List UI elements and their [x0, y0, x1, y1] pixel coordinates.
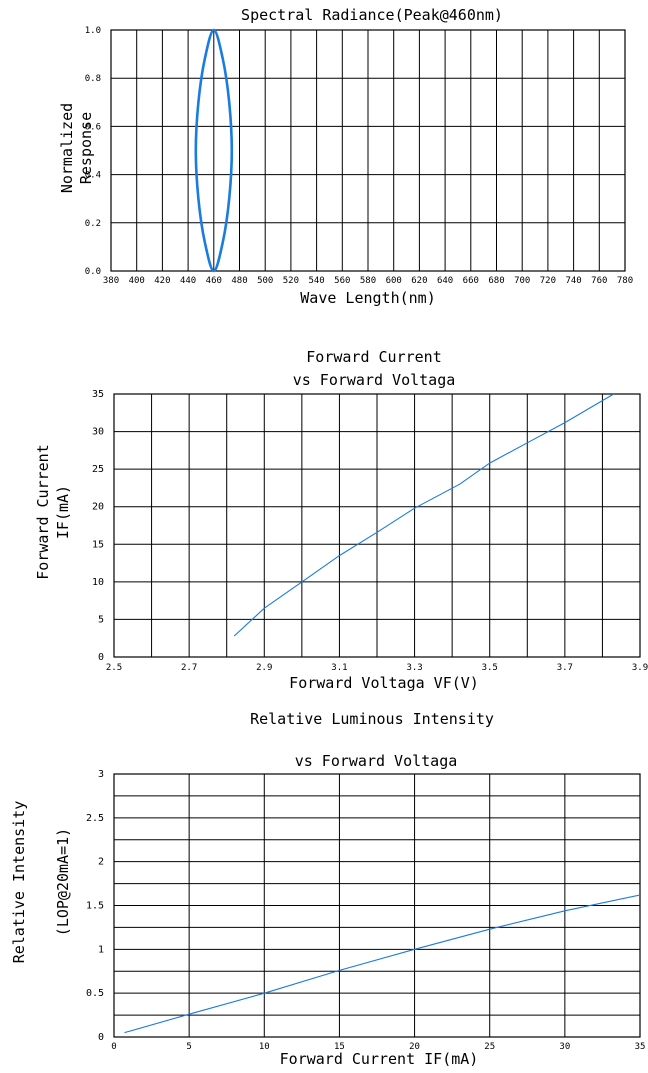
x-ticks: 0 5 10 15 20 25 30 35 [111, 1042, 645, 1052]
y-tick-label: 10 [92, 577, 104, 588]
x-tick-label: 2.5 [106, 663, 122, 673]
y-tick-label: 0 [98, 1032, 104, 1043]
y-tick-label: 0.2 [85, 219, 101, 229]
y-tick-label: 25 [92, 464, 104, 475]
x-tick-label: 680 [488, 276, 504, 286]
grid [113, 393, 641, 658]
x-tick-label: 35 [635, 1042, 646, 1052]
x-tick-label: 720 [540, 276, 556, 286]
x-tick-label: 660 [463, 276, 479, 286]
y-tick-label: 0.0 [85, 267, 101, 277]
y-axis-label-line1: Forward Current [34, 444, 52, 579]
x-axis-label: Forward Voltaga VF(V) [289, 674, 479, 692]
x-tick-label: 500 [257, 276, 273, 286]
x-tick-label: 640 [437, 276, 453, 286]
x-tick-label: 600 [386, 276, 402, 286]
x-tick-label: 700 [514, 276, 530, 286]
y-tick-label: 30 [92, 427, 104, 438]
x-tick-label: 3.7 [557, 663, 573, 673]
x-tick-label: 400 [129, 276, 145, 286]
y-tick-label: 1 [98, 944, 104, 955]
x-tick-label: 30 [559, 1042, 570, 1052]
x-tick-label: 0 [111, 1042, 116, 1052]
y-axis-label-line2: IF(mA) [54, 485, 72, 539]
x-tick-label: 580 [360, 276, 376, 286]
x-tick-label: 480 [231, 276, 247, 286]
grid [113, 773, 641, 1038]
chart-title-line1: Forward Current [306, 348, 441, 366]
x-tick-label: 780 [617, 276, 633, 286]
y-tick-label: 1.5 [86, 901, 104, 912]
x-axis-label: Forward Current IF(mA) [280, 1050, 479, 1068]
forward-current-chart: Forward Current vs Forward Voltaga Forwa… [34, 348, 648, 692]
x-tick-label: 620 [411, 276, 427, 286]
y-tick-label: 0 [98, 652, 104, 663]
x-tick-label: 3.3 [406, 663, 422, 673]
plot-frame [113, 393, 641, 658]
y-tick-label: 2.5 [86, 813, 104, 824]
x-tick-label: 25 [484, 1042, 495, 1052]
x-tick-label: 20 [409, 1042, 420, 1052]
x-tick-label: 15 [334, 1042, 345, 1052]
plot-frame [113, 773, 641, 1038]
y-tick-label: 0.6 [85, 122, 101, 132]
x-tick-label: 540 [308, 276, 324, 286]
chart-title: Spectral Radiance(Peak@460nm) [241, 6, 503, 24]
y-tick-label: 1.0 [85, 26, 101, 36]
x-tick-label: 2.9 [256, 663, 272, 673]
chart-title-line1: Relative Luminous Intensity [250, 710, 494, 728]
series-line [233, 393, 614, 637]
x-ticks: 2.5 2.7 2.9 3.1 3.3 3.5 3.7 3.9 [106, 663, 648, 673]
x-tick-label: 460 [206, 276, 222, 286]
y-tick-label: 2 [98, 857, 104, 868]
spectral-radiance-chart: Spectral Radiance(Peak@460nm) Normalized… [58, 6, 633, 307]
x-tick-label: 3.9 [632, 663, 648, 673]
y-tick-label: 5 [98, 614, 104, 625]
y-tick-label: 15 [92, 539, 104, 550]
chart-title-line2: vs Forward Voltaga [293, 371, 456, 389]
y-tick-label: 20 [92, 502, 104, 513]
x-tick-label: 420 [154, 276, 170, 286]
y-tick-label: 35 [92, 389, 104, 400]
y-axis-label-line2: (LOP@20mA=1) [54, 828, 72, 936]
y-axis-label-line1: Normalized [58, 103, 76, 193]
x-tick-label: 740 [565, 276, 581, 286]
x-tick-label: 760 [591, 276, 607, 286]
x-tick-label: 380 [103, 276, 119, 286]
x-ticks: 380 400 420 440 460 480 500 520 540 560 580 600 620 6… [103, 276, 633, 286]
x-tick-label: 3.1 [331, 663, 347, 673]
y-axis-label-line2: Response [77, 112, 95, 184]
y-tick-label: 3 [98, 769, 104, 780]
y-tick-label: 0.4 [85, 171, 101, 181]
y-axis-label-line1: Relative Intensity [10, 801, 28, 964]
y-ticks: 0 5 10 15 20 25 30 35 [92, 389, 104, 663]
relative-intensity-chart: Relative Luminous Intensity vs Forward V… [10, 710, 645, 1068]
chart-title-line2: vs Forward Voltaga [295, 752, 458, 770]
grid [110, 29, 626, 272]
x-tick-label: 520 [283, 276, 299, 286]
series-line [124, 894, 641, 1034]
y-tick-label: 0.5 [86, 988, 104, 999]
x-tick-label: 2.7 [181, 663, 197, 673]
x-tick-label: 10 [259, 1042, 270, 1052]
plot-area [194, 28, 234, 273]
x-tick-label: 3.5 [482, 663, 498, 673]
y-tick-label: 0.8 [85, 74, 101, 84]
x-tick-label: 5 [186, 1042, 191, 1052]
y-ticks: 0.0 0.2 0.4 0.6 0.8 1.0 [85, 26, 101, 277]
x-tick-label: 560 [334, 276, 350, 286]
plot-frame [110, 29, 626, 272]
series-curve [194, 28, 234, 273]
x-axis-label: Wave Length(nm) [300, 289, 435, 307]
plot-area [233, 393, 614, 637]
y-ticks: 0 0.5 1 1.5 2 2.5 3 [86, 769, 104, 1043]
x-tick-label: 440 [180, 276, 196, 286]
plot-area [124, 894, 641, 1034]
